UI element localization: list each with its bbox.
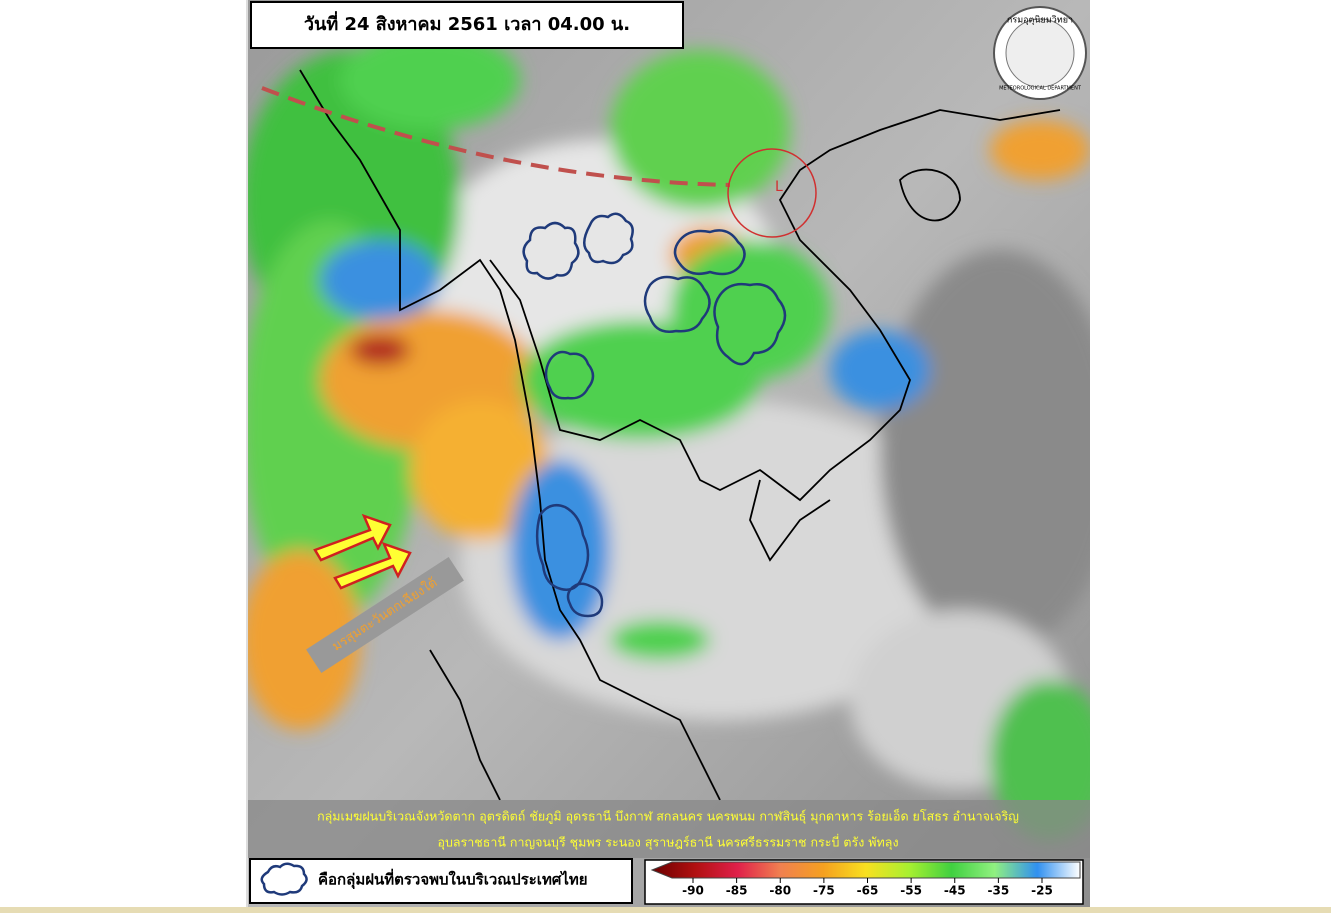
monsoon-label-box [306, 556, 464, 674]
logo-text-en: METEOROLOGICAL DEPARTMENT [999, 86, 1082, 92]
title: วันที่ 24 สิงหาคม 2561 เวลา 04.00 น. [304, 11, 630, 35]
legend-box [249, 858, 633, 904]
scale-tick-label: -75 [813, 884, 835, 898]
scale-tick-label: -35 [988, 884, 1010, 898]
bottom-strip [0, 907, 1331, 913]
legend-label: คือกลุ่มฝนที่ตรวจพบในบริเวณประเทศไทย [318, 869, 588, 890]
scale-tick-label: -80 [769, 884, 791, 898]
scale-tick-label: -55 [900, 884, 922, 898]
rain-area-band [248, 800, 1090, 858]
rain-area-line: กลุ่มเมฆฝนบริเวณจังหวัดตาก อุตรดิตถ์ ชัย… [317, 809, 1019, 825]
satellite-image: L มรสุมตะวันตกเฉียงใต้ กลุ่มเมฆฝนบริเวณจ… [248, 0, 1090, 907]
scale-tick-label: -90 [682, 884, 704, 898]
scale-tick-label: -45 [944, 884, 966, 898]
scale-tick-label: -25 [1031, 884, 1053, 898]
rain-area-line: อุบลราชธานี กาญจนบุรี ชุมพร ระนอง สุราษฎ… [437, 834, 898, 851]
scale-tick-label: -65 [857, 884, 879, 898]
scale-tick-label: -85 [726, 884, 748, 898]
logo: กรมอุตุนิยมวิทยา METEOROLOGICAL DEPARTME… [993, 6, 1087, 100]
low-label: L [775, 179, 783, 195]
logo-text: กรมอุตุนิยมวิทยา [1007, 15, 1073, 26]
color-scale-bar [650, 861, 1081, 879]
legend-icon [260, 862, 308, 896]
title-box [250, 1, 684, 49]
